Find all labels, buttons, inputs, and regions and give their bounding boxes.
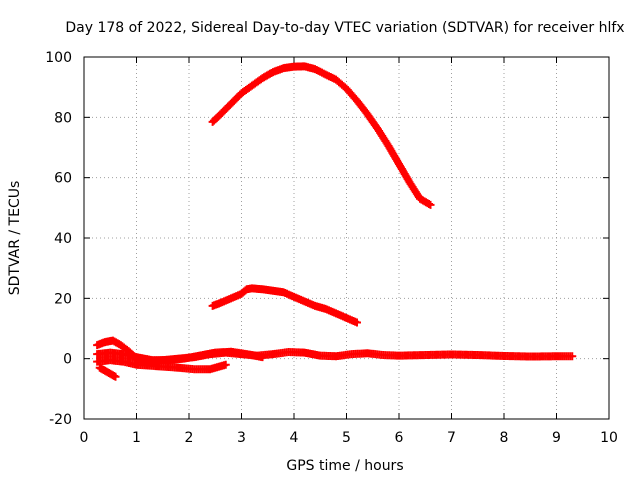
x-tick-label: 2 [185,430,194,446]
chart-title: Day 178 of 2022, Sidereal Day-to-day VTE… [65,20,624,36]
data-point [353,318,361,327]
series-track-mid [208,284,361,327]
y-tick-label: 40 [54,231,72,247]
data-point [426,200,435,209]
y-tick-label: 80 [54,110,72,126]
x-tick-label: 0 [80,430,89,446]
axis-ticks: 0 1 2 3 4 5 6 7 8 9 10 -20 0 20 40 60 80 100 [45,50,618,446]
series-track-high [208,62,435,209]
x-tick-label: 6 [395,430,404,446]
x-tick-label: 3 [237,430,246,446]
series-track-c [93,356,230,374]
data-series [93,62,577,381]
x-axis-label: GPS time / hours [286,458,403,474]
x-tick-label: 4 [290,430,299,446]
x-tick-label: 7 [447,430,456,446]
x-tick-label: 9 [552,430,561,446]
y-axis-label: SDTVAR / TECUs [7,181,23,296]
x-tick-label: 10 [600,430,618,446]
y-tick-label: 20 [54,291,72,307]
y-tick-label: 60 [54,171,72,187]
y-tick-label: 0 [63,352,72,368]
series-track-d [95,363,120,381]
x-tick-label: 1 [132,430,141,446]
series-track-b [93,347,267,365]
plot-frame [83,56,610,420]
y-tick-label: -20 [49,412,72,428]
data-point [568,352,577,361]
data-point [258,353,267,362]
data-point [221,360,230,369]
grid-lines [84,57,609,419]
y-tick-label: 100 [45,50,72,66]
data-point [111,372,120,381]
x-tick-label: 8 [500,430,509,446]
x-tick-label: 5 [342,430,351,446]
